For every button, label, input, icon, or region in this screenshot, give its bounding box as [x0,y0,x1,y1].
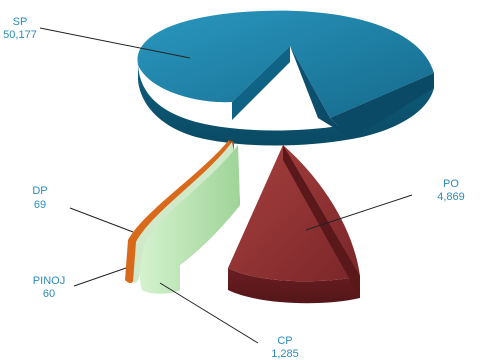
pie-slice-cp [139,145,240,294]
label-pinoj-value: 60 [43,288,55,300]
label-pinoj-name: PINOJ [33,275,65,287]
label-dp-value: 69 [34,199,46,211]
leader-line-sp [39,27,191,59]
label-cp-value: 1,285 [271,348,299,360]
label-po-name: PO [443,178,459,190]
pie-slice-po [228,145,360,304]
leader-line-pinoj [73,267,127,287]
leader-line-po [305,194,413,231]
label-sp-value: 50,177 [3,29,37,41]
leader-line-dp [69,207,134,233]
label-cp-name: CP [277,335,292,347]
label-sp-name: SP [13,16,28,28]
label-dp-name: DP [32,185,47,197]
leader-line-cp [159,282,259,344]
pie-slice-sp [137,10,434,146]
label-po-value: 4,869 [437,191,465,203]
